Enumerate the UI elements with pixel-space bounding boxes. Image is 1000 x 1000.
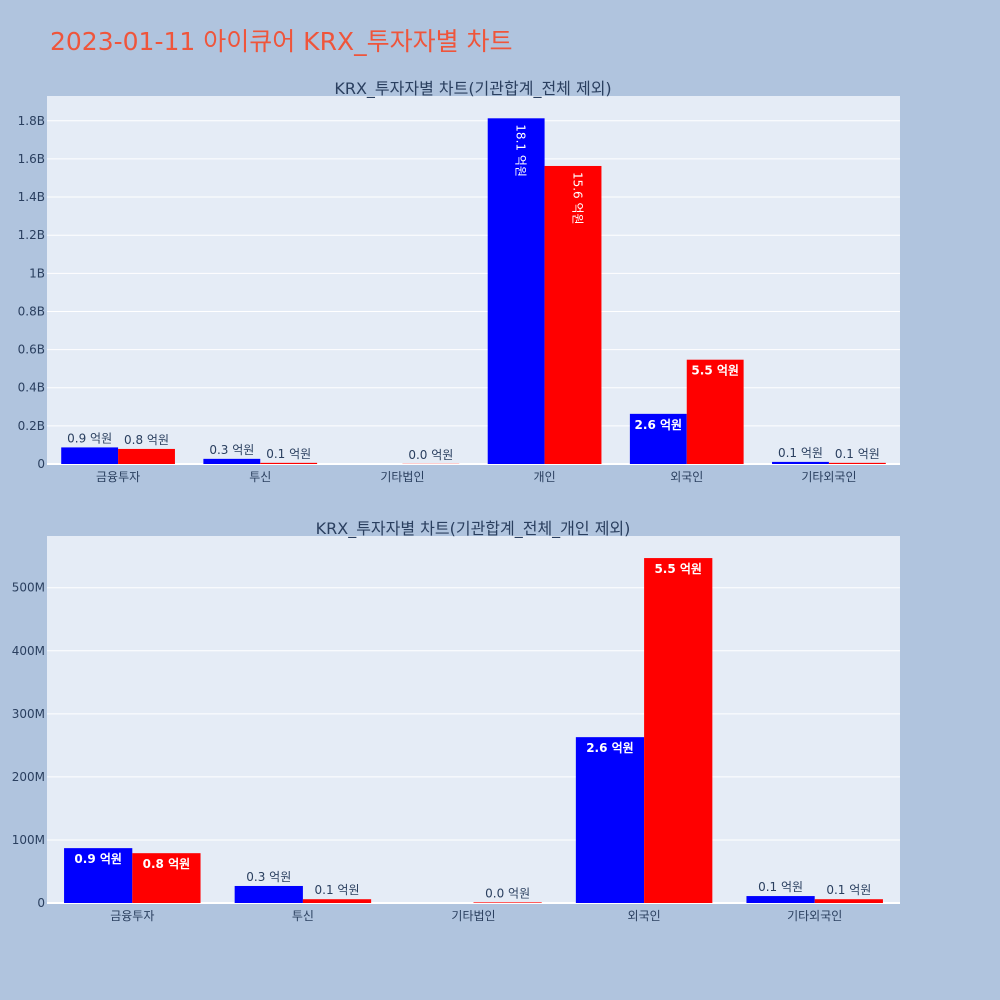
bar [260, 462, 318, 464]
data-label: 0.1 억원 [266, 447, 311, 461]
y-tick-label: 0 [37, 457, 45, 471]
chart-title: KRX_투자자별 차트(기관합계_전체 제외) [334, 79, 611, 99]
data-label: 0.0 억원 [408, 448, 453, 462]
x-tick-label: 외국인 [670, 470, 703, 484]
x-tick-label: 기타외국인 [787, 909, 842, 923]
y-tick-label: 1.6B [18, 152, 45, 166]
bar [814, 899, 883, 903]
data-label: 0.8 억원 [124, 433, 169, 447]
y-tick-label: 0.8B [18, 304, 45, 318]
bar [203, 458, 261, 464]
y-tick-label: 200M [12, 770, 45, 784]
bar [629, 413, 687, 464]
x-tick-label: 개인 [534, 470, 556, 484]
data-label: 0.1 억원 [758, 880, 803, 894]
data-label: 0.0 억원 [485, 886, 530, 900]
bar [302, 899, 372, 903]
y-tick-label: 1B [29, 266, 45, 280]
bar [686, 359, 744, 464]
x-tick-label: 금융투자 [96, 470, 140, 484]
bar [575, 737, 645, 903]
data-label: 15.6 억원 [571, 172, 585, 225]
y-tick-label: 300M [12, 707, 45, 721]
x-tick-label: 금융투자 [110, 909, 154, 923]
y-tick-label: 400M [12, 644, 45, 658]
x-tick-label: 기타법인 [380, 470, 424, 484]
data-label: 5.5 억원 [654, 562, 702, 576]
y-tick-label: 0.2B [18, 419, 45, 433]
x-tick-label: 기타외국인 [801, 470, 856, 484]
y-tick-label: 0.4B [18, 381, 45, 395]
bar [772, 461, 829, 464]
x-tick-label: 기타법인 [451, 909, 495, 923]
data-label: 5.5 억원 [691, 364, 739, 378]
x-tick-label: 투신 [292, 909, 314, 923]
data-label: 0.8 억원 [143, 857, 191, 871]
data-label: 2.6 억원 [586, 741, 634, 755]
x-tick-label: 외국인 [628, 909, 661, 923]
bar [473, 902, 542, 903]
x-tick-label: 투신 [249, 470, 271, 484]
plot-area [47, 96, 900, 464]
data-label: 0.1 억원 [835, 447, 880, 461]
chart-excluding-individuals: 0 100M 200M 300M 400M 500M KRX_투자자별 차트(기관합계_전체… [12, 519, 900, 923]
page-title: 2023-01-11 아이큐어 KRX_투자자별 차트 [50, 27, 513, 56]
y-tick-label: 1.4B [18, 190, 45, 204]
bar [828, 462, 886, 464]
bar [234, 885, 303, 903]
data-label: 0.1 억원 [826, 883, 871, 897]
data-label: 0.1 억원 [315, 883, 360, 897]
plot-area [47, 536, 900, 903]
chart-title: KRX_투자자별 차트(기관합계_전체_개인 제외) [316, 519, 631, 539]
bar [544, 165, 602, 464]
y-tick-label: 0.6B [18, 343, 45, 357]
data-label: 0.1 억원 [778, 446, 823, 460]
y-tick-label: 0 [37, 896, 45, 910]
data-label: 0.9 억원 [67, 431, 112, 445]
data-label: 2.6 억원 [635, 418, 683, 432]
bar [487, 118, 545, 464]
bar [64, 848, 133, 903]
bar [746, 896, 815, 903]
data-label: 0.9 억원 [74, 852, 122, 866]
chart-all-investors: 0 0.2B 0.4B 0.6B 0.8B 1B 1.2B 1.4B 1.6B 1.8B KRX_투… [18, 79, 900, 484]
data-label: 0.3 억원 [246, 870, 291, 884]
y-tick-label: 1.8B [18, 114, 45, 128]
bar [644, 558, 713, 903]
bar [132, 853, 201, 903]
y-tick-label: 500M [12, 581, 45, 595]
data-label: 18.1 억원 [514, 124, 528, 177]
bar [118, 448, 175, 464]
data-label: 0.3 억원 [209, 443, 254, 457]
y-tick-label: 1.2B [18, 228, 45, 242]
y-tick-label: 100M [12, 833, 45, 847]
bar [61, 447, 119, 464]
